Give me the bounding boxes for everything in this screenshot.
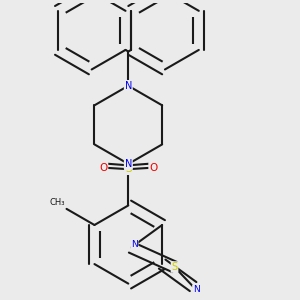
Text: CH₃: CH₃: [50, 198, 65, 207]
Text: S: S: [172, 262, 178, 272]
Text: O: O: [99, 163, 107, 172]
Text: N: N: [131, 240, 138, 249]
Text: N: N: [124, 159, 132, 169]
Text: O: O: [149, 163, 158, 172]
Text: N: N: [193, 285, 200, 294]
Text: S: S: [125, 164, 132, 174]
Text: N: N: [124, 81, 132, 91]
